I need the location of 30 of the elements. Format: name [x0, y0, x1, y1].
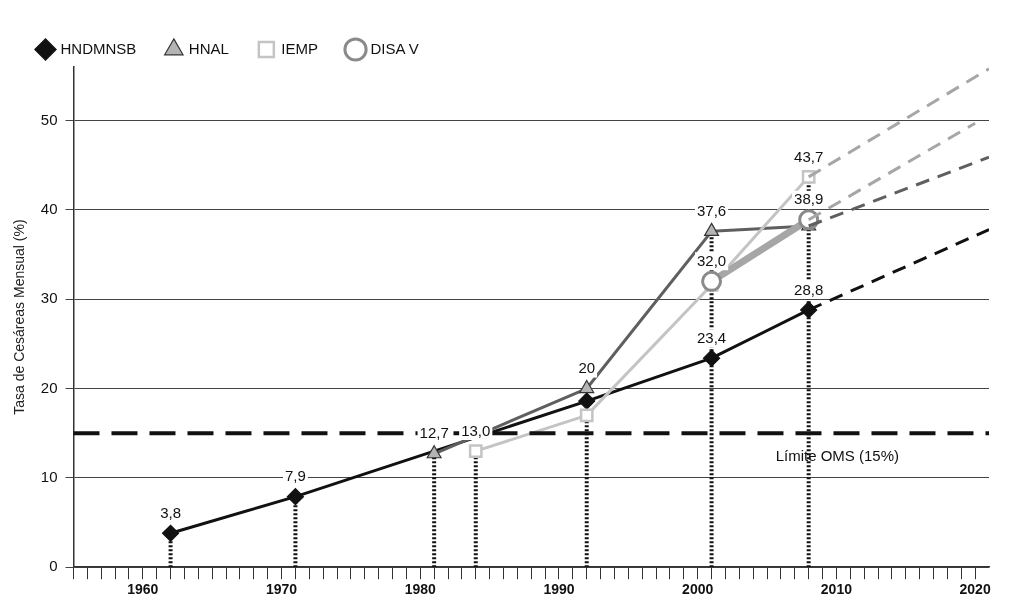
legend-label: HNDMNSB	[60, 39, 137, 57]
data-label: 12,7	[419, 424, 449, 442]
data-label: 23,4	[696, 328, 727, 346]
data-label: 20	[578, 359, 596, 377]
data-label: 32,0	[696, 252, 727, 270]
x-tick-label: 1980	[404, 581, 437, 598]
x-tick-label: 1990	[543, 581, 575, 598]
data-label: 7,9	[285, 467, 306, 485]
legend-label: IEMP	[281, 39, 319, 57]
data-label: 3,8	[160, 503, 182, 521]
y-tick-label: 20	[40, 378, 58, 396]
y-tick-label: 30	[40, 289, 58, 307]
y-tick-label: 10	[40, 468, 58, 486]
data-label: 37,6	[696, 201, 727, 219]
ref-line-label: Límite OMS (15%)	[775, 446, 899, 464]
x-tick-label: 1960	[127, 581, 159, 598]
y-tick-label: 50	[40, 110, 58, 128]
legend-label: HNAL	[188, 39, 229, 57]
y-tick-label: 40	[40, 200, 58, 218]
x-tick-label: 2000	[682, 581, 714, 598]
legend-label: DISA V	[370, 39, 419, 57]
y-axis-title: Tasa de Cesáreas Mensual (%)	[11, 219, 28, 415]
x-tick-label: 2010	[820, 581, 853, 598]
data-label: 43,7	[794, 147, 824, 165]
data-label: 38,9	[794, 190, 824, 208]
x-tick-label: 1970	[265, 581, 298, 598]
x-tick-label: 2020	[959, 581, 991, 598]
data-label: 13,0	[461, 421, 491, 439]
y-tick-label: 0	[49, 557, 58, 575]
data-label: 28,8	[794, 280, 824, 298]
